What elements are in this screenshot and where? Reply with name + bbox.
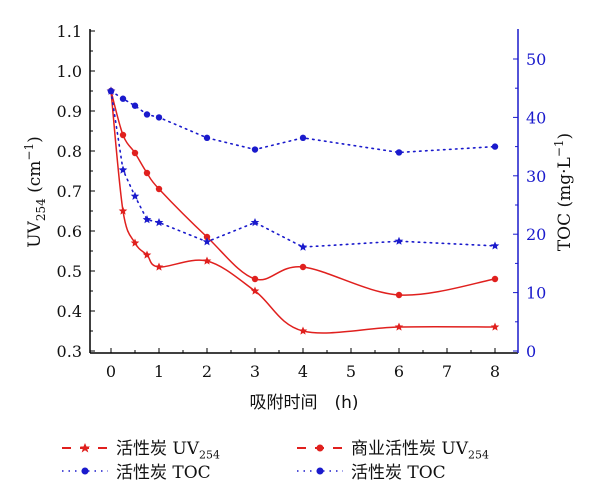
y-left-tick-label: 0.8 (57, 142, 82, 161)
y-right-tick-label: 30 (526, 167, 546, 186)
legend-marker-0 (62, 442, 108, 453)
data-point-0 (142, 250, 152, 259)
x-tick-label: 8 (490, 362, 500, 381)
series-line-1 (110, 90, 496, 296)
legend-label-0: 活性炭 UV254 (116, 439, 221, 462)
data-point-3 (155, 114, 163, 121)
data-point-1 (131, 149, 139, 157)
data-point-1 (155, 185, 163, 193)
data-point-1 (119, 131, 127, 139)
data-point-1 (299, 263, 307, 271)
legend-label-3: 活性炭 TOC (351, 463, 446, 483)
data-point-3 (107, 87, 115, 95)
data-point-1 (143, 169, 151, 177)
x-tick-label: 7 (442, 362, 452, 381)
data-point-1 (491, 275, 499, 283)
data-point-2 (490, 241, 500, 250)
data-point-3 (203, 134, 211, 142)
x-tick-label: 2 (202, 362, 212, 381)
series-line-0 (110, 90, 496, 334)
data-point-0 (394, 322, 404, 331)
data-point-2 (118, 165, 128, 174)
legend-item-2: 活性炭 TOC (60, 458, 211, 483)
data-point-0 (250, 286, 260, 295)
legend-label-2: 活性炭 TOC (116, 463, 211, 483)
y-left-tick-label: 0.9 (57, 102, 82, 121)
data-point-0 (490, 322, 500, 331)
data-point-2 (130, 191, 140, 200)
x-tick-label: 5 (346, 362, 356, 381)
x-axis-label: 吸附时间 (h) (249, 393, 358, 413)
y-left-axis-label: UV254 (cm−1) (22, 136, 48, 248)
y-left-tick-label: 0.7 (57, 182, 82, 201)
x-tick-label: 0 (106, 362, 116, 381)
y-right-tick-label: 40 (526, 108, 546, 127)
data-point-3 (143, 111, 151, 118)
y-right-tick-label: 50 (526, 50, 546, 69)
y-right-axis-label: TOC (mg·L−1) (552, 133, 575, 251)
data-point-1 (395, 291, 403, 299)
legend-item-1: 商业活性炭 UV254 (295, 434, 489, 461)
y-right-tick-label: 10 (526, 284, 546, 303)
data-point-2 (202, 237, 212, 246)
data-point-0 (298, 326, 308, 335)
legend-marker-2 (62, 467, 108, 474)
x-tick-label: 4 (298, 362, 308, 381)
data-point-3 (491, 143, 499, 150)
data-point-2 (298, 242, 308, 251)
data-point-3 (131, 102, 139, 109)
x-tick-label: 6 (394, 362, 404, 381)
chart-plot: 0.3 0.4 0.5 0.6 0.7 0.8 0.9 1.0 1.1 0 10 20 30 40 50 0 1… (22, 22, 575, 413)
x-tick-label: 1 (154, 362, 164, 381)
y-left-tick-label: 0.4 (57, 302, 82, 321)
data-point-3 (395, 149, 403, 156)
x-tick-label: 3 (250, 362, 260, 381)
data-point-2 (394, 236, 404, 245)
legend-marker-1 (297, 444, 343, 452)
legend-item-0: 活性炭 UV254 (60, 434, 220, 461)
data-point-0 (202, 256, 212, 265)
data-point-0 (118, 206, 128, 215)
data-point-1 (251, 275, 259, 283)
y-right-tick-label: 0 (526, 342, 536, 361)
y-left-tick-label: 1.1 (57, 22, 82, 41)
star-icon (80, 442, 90, 453)
legend-marker-3 (297, 467, 343, 474)
y-left-tick-label: 0.5 (57, 262, 82, 281)
data-point-0 (130, 238, 140, 247)
data-point-3 (251, 146, 259, 153)
series-line-3 (110, 90, 496, 154)
y-left-tick-label: 0.6 (57, 222, 82, 241)
data-point-3 (299, 134, 307, 142)
legend-item-3: 活性炭 TOC (295, 458, 446, 483)
data-point-2 (250, 218, 260, 227)
y-right-tick-label: 20 (526, 225, 546, 244)
data-point-3 (119, 95, 127, 102)
legend-label-1: 商业活性炭 UV254 (351, 439, 490, 462)
data-point-0 (154, 262, 164, 271)
series-line-2 (110, 90, 496, 248)
data-point-1 (203, 233, 211, 241)
y-left-tick-label: 1.0 (57, 62, 82, 81)
data-point-2 (154, 218, 164, 227)
data-point-2 (142, 215, 152, 224)
y-left-tick-label: 0.3 (57, 342, 82, 361)
